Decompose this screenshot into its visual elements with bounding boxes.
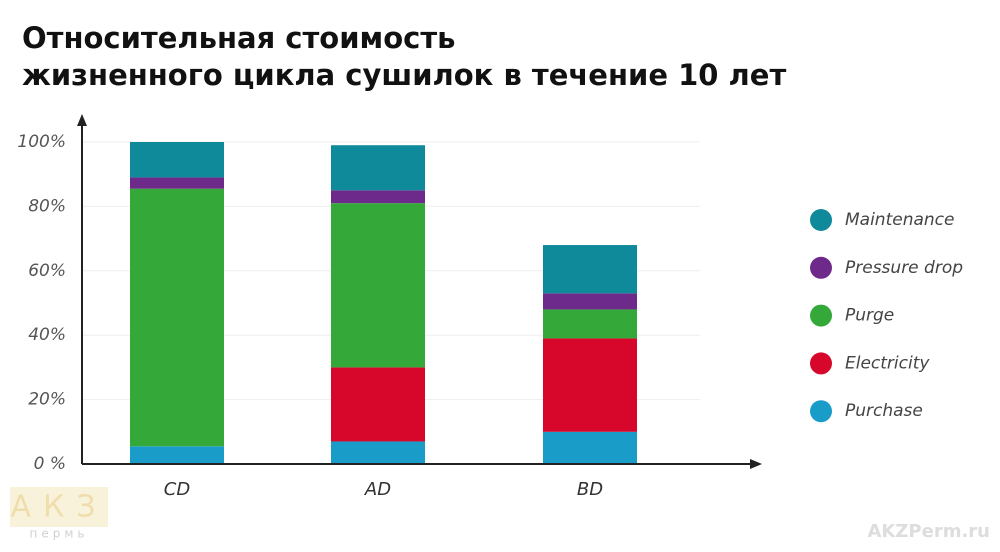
bar-segment	[331, 203, 425, 368]
logo: АКЗ пермь	[10, 487, 108, 541]
bar-segment	[130, 142, 224, 178]
legend-marker	[810, 400, 832, 423]
bar-segment	[331, 145, 425, 191]
chart-title: Относительная стоимость	[22, 21, 456, 55]
x-axis-arrow	[750, 459, 762, 469]
x-tick-label: BD	[577, 479, 603, 500]
x-tick-label: AD	[364, 479, 391, 500]
x-tick-label: CD	[164, 479, 190, 500]
legend-label: Purge	[845, 306, 894, 326]
site-watermark: AKZPerm.ru	[868, 521, 991, 542]
bar-segment	[331, 441, 425, 464]
bar-segment	[130, 188, 224, 447]
bar-segment	[130, 177, 224, 189]
legend-marker	[810, 352, 832, 375]
bar-segment	[543, 293, 637, 310]
bar-segment	[331, 190, 425, 204]
y-axis-arrow	[77, 114, 87, 126]
chart-title: жизненного цикла сушилок в течение 10 ле…	[22, 58, 786, 92]
legend-marker	[810, 304, 832, 327]
legend-label: Purchase	[845, 401, 923, 421]
y-tick-label: 40%	[28, 325, 66, 345]
logo-bg	[10, 487, 108, 527]
legend-label: Electricity	[845, 353, 930, 373]
legend-marker	[810, 209, 832, 231]
legend-marker	[810, 256, 832, 279]
bar-segment	[331, 367, 425, 442]
y-tick-label: 100%	[17, 132, 66, 152]
y-tick-label: 60%	[28, 261, 66, 281]
y-tick-label: 20%	[28, 390, 66, 410]
legend-label: Pressure drop	[845, 258, 963, 278]
y-tick-label: 80%	[28, 196, 66, 216]
plot: 0 % 20% 40% 60% 80% 100% CD AD BD Purchase Electri…	[17, 132, 963, 500]
bar-segment	[543, 431, 637, 464]
logo-sub: пермь	[30, 527, 89, 541]
logo-text: АКЗ	[10, 490, 107, 525]
bar-segment	[543, 309, 637, 339]
bar-segment	[130, 446, 224, 464]
legend-label: Maintenance	[845, 210, 954, 230]
y-tick-label: 0 %	[34, 454, 66, 474]
bar-segment	[543, 245, 637, 294]
bar-segment	[543, 338, 637, 432]
